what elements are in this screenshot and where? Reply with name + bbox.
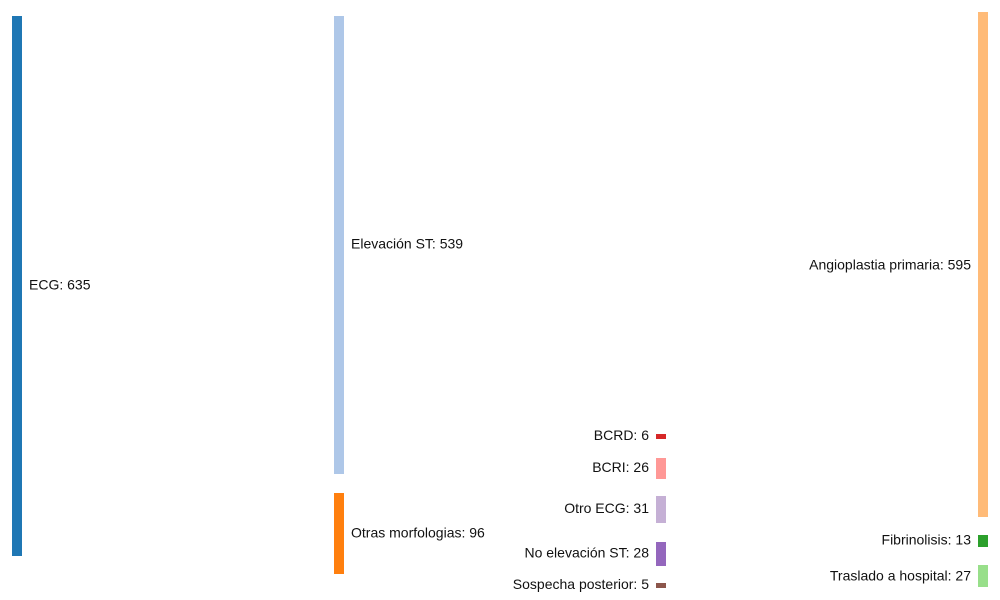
link-otro-to-angio [666,470,978,519]
node-label-otras: Otras morfologias: 96 [351,525,485,541]
node-elevacion [334,16,344,474]
node-label-otro: Otro ECG: 31 [564,500,649,516]
node-label-bcri: BCRI: 26 [592,459,649,475]
node-traslado [978,565,988,587]
link-noelev-to-fibri [666,546,978,563]
node-label-ecg: ECG: 635 [29,277,91,293]
node-label-traslado: Traslado a hospital: 27 [830,568,971,584]
node-angio [978,12,988,517]
link-elevacion-to-angio [344,12,978,449]
link-noelev-to-angio [666,493,978,562]
node-otras [334,493,344,574]
links-layer [22,12,978,588]
node-label-elevacion: Elevación ST: 539 [351,236,463,252]
node-otro [656,496,666,523]
link-bcri-to-traslado [666,477,978,582]
link-ecg-to-otras [22,474,334,574]
node-bcrd [656,434,666,439]
node-ecg [12,16,22,556]
node-label-sospecha: Sospecha posterior: 5 [513,576,649,592]
link-bcri-to-angio [666,450,978,477]
node-label-fibri: Fibrinolisis: 13 [882,532,972,548]
nodes-layer [12,12,988,588]
link-ecg-to-elevacion [22,16,334,474]
node-noelev [656,542,666,566]
link-bcrd-to-angio [666,434,978,450]
node-sospecha [656,583,666,588]
labels-layer: ECG: 635 Elevación ST: 539 Otras morfologi… [29,236,971,593]
node-fibri [978,535,988,547]
link-sospecha-to-traslado [666,586,978,588]
node-bcri [656,458,666,479]
node-label-noelev: No elevación ST: 28 [524,545,649,561]
node-label-bcrd: BCRD: 6 [594,427,649,443]
node-label-angio: Angioplastia primaria: 595 [809,257,971,273]
